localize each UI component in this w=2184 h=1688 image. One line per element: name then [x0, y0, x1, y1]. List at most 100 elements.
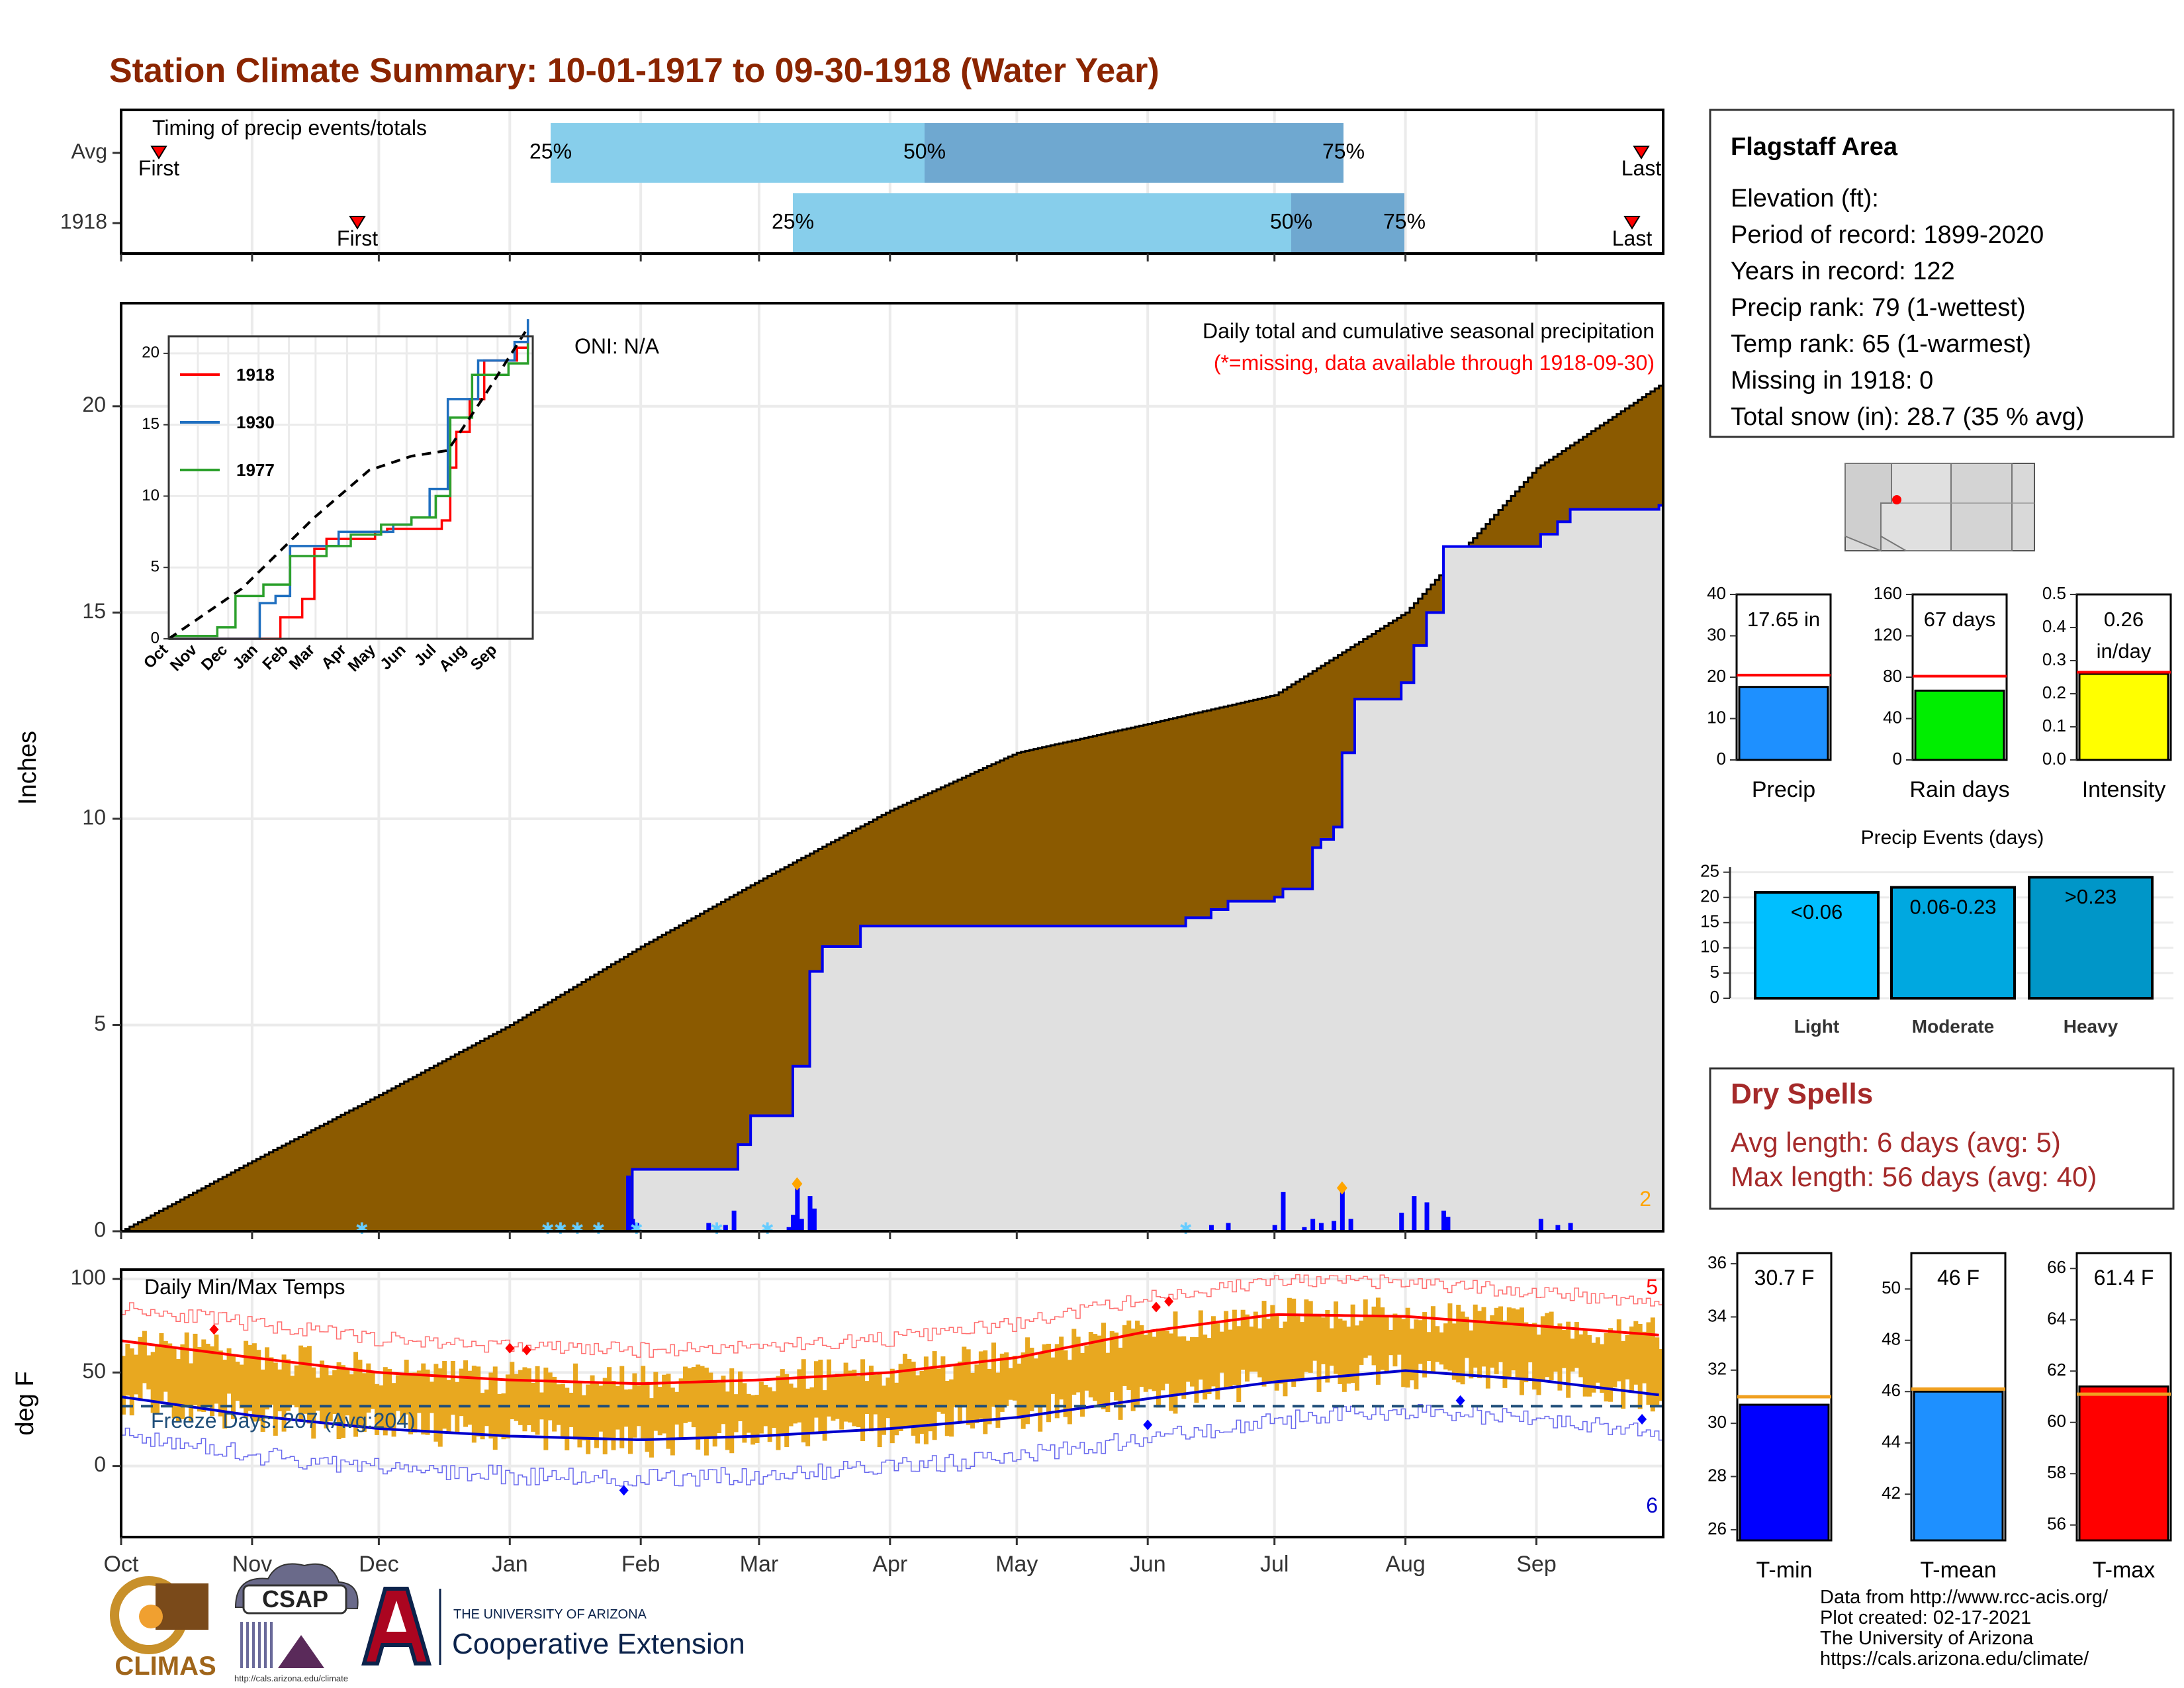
daily-temp-bar: [416, 1370, 422, 1413]
temp-bar-ytick-label: 30: [1707, 1412, 1727, 1432]
daily-temp-bar: [1185, 1340, 1191, 1382]
daily-temp-bar: [1308, 1301, 1313, 1373]
daily-temp-bar: [801, 1359, 806, 1442]
daily-temp-bar: [573, 1363, 578, 1440]
daily-temp-bar: [586, 1384, 591, 1454]
daily-temp-bar: [201, 1339, 206, 1412]
events-title: Precip Events (days): [1861, 827, 2044, 849]
daily-temp-bar: [146, 1355, 152, 1389]
daily-temp-bar: [700, 1366, 705, 1437]
daily-temp-bar: [1549, 1311, 1554, 1381]
daily-temp-bar: [1059, 1336, 1064, 1400]
month-label: Oct: [104, 1552, 139, 1577]
daily-temp-bar: [1210, 1316, 1216, 1387]
daily-temp-bar: [1519, 1307, 1524, 1395]
month-label: Jun: [1130, 1552, 1166, 1577]
daily-precip-bar: [706, 1223, 711, 1231]
daily-temp-bar: [1219, 1331, 1224, 1373]
daily-temp-bar: [526, 1368, 531, 1425]
daily-temp-bar: [978, 1351, 983, 1419]
timing-first-label: First: [138, 156, 179, 180]
daily-temp-bar: [306, 1346, 312, 1424]
daily-precip-bar: [1183, 1227, 1189, 1231]
timing-p75-label: 75%: [1322, 139, 1365, 163]
daily-temp-bar: [1067, 1360, 1072, 1425]
daily-temp-bar: [1409, 1329, 1414, 1381]
daily-temp-bar: [1249, 1327, 1254, 1372]
daily-temp-bar: [565, 1387, 570, 1450]
daily-temp-bar: [615, 1385, 620, 1430]
daily-precip-bar: [1226, 1223, 1231, 1231]
daily-temp-bar: [1350, 1304, 1355, 1383]
daily-temp-bar: [856, 1376, 861, 1427]
temp-frame: [120, 1268, 1664, 1538]
daily-temp-bar: [433, 1364, 439, 1442]
daily-temp-bar: [594, 1383, 599, 1448]
map-state-newmexico: [1950, 463, 2013, 551]
timing-panel: 25% 50% 75% First Last Avg 25% 50% 75% First Last 1…: [60, 109, 1664, 261]
daily-temp-bar: [1004, 1352, 1009, 1407]
temp-bar-value: 46 F: [1937, 1266, 1979, 1289]
temp-bar-ytick-label: 56: [2047, 1514, 2066, 1534]
daily-temp-bar: [480, 1393, 485, 1440]
daily-temp-bar: [455, 1382, 460, 1434]
mini-bar-value: 67 days: [1924, 608, 1996, 631]
daily-temp-bar: [560, 1383, 565, 1437]
daily-temp-bar: [577, 1383, 582, 1448]
daily-temp-bar: [251, 1343, 257, 1422]
inset-frame: [167, 335, 534, 640]
mini-bar-ytick-label: 0.1: [2042, 716, 2066, 735]
daily-temp-bar: [340, 1365, 345, 1438]
daily-precip-bar: [1208, 1225, 1214, 1231]
timing-bar-q25-q50: [793, 193, 1291, 253]
mini-bar-ytick-label: 80: [1883, 666, 1902, 686]
daily-temp-bar: [1659, 1348, 1664, 1401]
daily-temp-bar: [797, 1369, 802, 1423]
daily-temp-bar: [742, 1383, 747, 1443]
daily-temp-bar: [514, 1374, 519, 1421]
temp-bar-ytick-label: 28: [1707, 1465, 1727, 1485]
daily-temp-bar: [687, 1368, 692, 1422]
daily-temp-bar: [210, 1346, 215, 1417]
daily-temp-bar: [425, 1369, 430, 1435]
inset-series-line-1977: [169, 343, 529, 640]
temp-panel-title: Daily Min/Max Temps: [144, 1275, 345, 1299]
daily-temp-bar: [1346, 1327, 1351, 1384]
daily-temp-bar: [1545, 1313, 1550, 1378]
daily-temp-bar: [1451, 1323, 1457, 1380]
temp-bar-ytick-label: 46: [1882, 1380, 1901, 1400]
mini-bar-ytick-label: 0.2: [2042, 682, 2066, 702]
month-label: Dec: [359, 1552, 398, 1577]
daily-temp-bar: [733, 1394, 739, 1432]
temperature-panel: 0 50 100 Oct Nov Dec Jan Feb Mar Apr May Jun Jul Aug S…: [11, 1266, 1664, 1577]
daily-temp-bar: [404, 1360, 409, 1415]
record-low-marker: [1637, 1414, 1647, 1425]
daily-temp-bar: [239, 1364, 244, 1409]
timing-last-label: Last: [1612, 226, 1653, 250]
daily-temp-bar: [1464, 1317, 1469, 1358]
main-ytick-label: 10: [82, 805, 106, 829]
daily-temp-bar: [974, 1364, 979, 1423]
daily-temp-bar: [788, 1383, 794, 1427]
daily-temp-bar: [256, 1350, 261, 1421]
daily-temp-bar: [657, 1387, 662, 1436]
daily-temp-bar: [1080, 1352, 1085, 1417]
event-bar-label: Moderate: [1912, 1016, 1994, 1037]
daily-temp-bar: [366, 1363, 371, 1413]
daily-temp-bar: [375, 1383, 379, 1435]
daily-precip-bar: [1302, 1227, 1307, 1231]
freeze-days-label: Freeze Days: 207 (Avg:204): [151, 1409, 416, 1432]
temp-bar-t-mean: [1913, 1390, 2004, 1542]
dry-avg-line: Avg length: 6 days (avg: 5): [1731, 1127, 2061, 1158]
daily-temp-bar: [919, 1370, 925, 1434]
event-bar-label: Light: [1794, 1016, 1839, 1037]
map-state-arizona: [1880, 463, 1952, 551]
daily-temp-bar: [408, 1372, 414, 1434]
daily-temp-bar: [1439, 1332, 1444, 1365]
daily-temp-bar: [1063, 1350, 1068, 1417]
mini-bar-rain-days: [1914, 689, 2005, 761]
event-bar-range: <0.06: [1791, 900, 1843, 923]
daily-temp-bar: [864, 1381, 870, 1415]
daily-temp-bar: [754, 1395, 760, 1443]
daily-temp-bar: [1418, 1320, 1423, 1364]
